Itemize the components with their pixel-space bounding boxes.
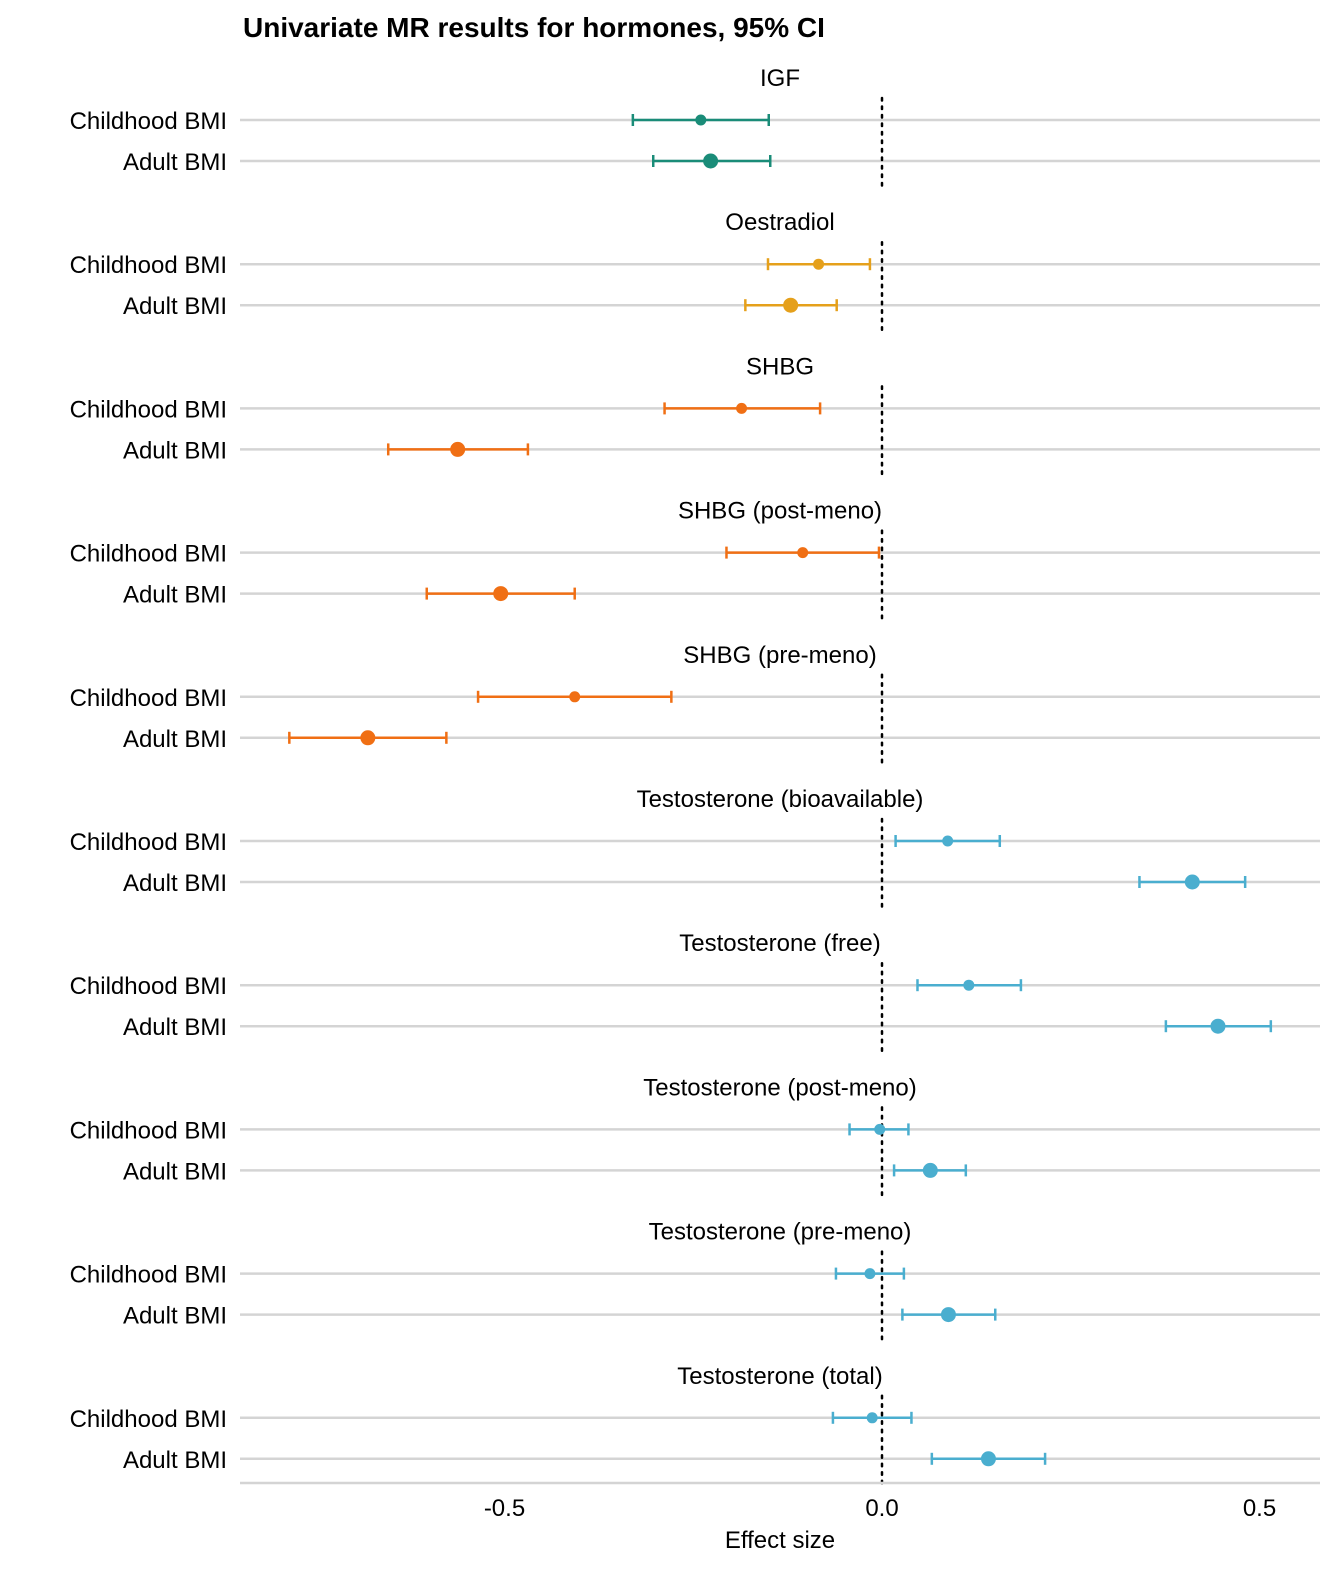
point-estimate	[1210, 1018, 1226, 1034]
row-label: Adult BMI	[123, 1303, 227, 1330]
point-estimate	[493, 586, 509, 602]
facet-title: SHBG (post-meno)	[678, 498, 882, 525]
facet-title: Testosterone (total)	[677, 1363, 882, 1390]
point-estimate	[569, 691, 581, 703]
row-label: Childhood BMI	[70, 108, 227, 135]
facet-3: SHBG Childhood BMI Adult BMI	[70, 353, 1320, 476]
point-estimate	[864, 1268, 876, 1280]
facet-title: Testosterone (pre-meno)	[649, 1219, 912, 1246]
facet-4: SHBG (post-meno) Childhood BMI Adult BMI	[70, 498, 1320, 620]
row-label: Childhood BMI	[70, 1406, 227, 1433]
row-label: Adult BMI	[123, 293, 227, 320]
x-axis: -0.5 0.0 0.5	[240, 1481, 1320, 1522]
row-label: Adult BMI	[123, 870, 227, 897]
point-estimate	[940, 1307, 956, 1323]
row-label: Adult BMI	[123, 437, 227, 464]
facet-9: Testosterone (pre-meno) Childhood BMI Adul…	[70, 1219, 1320, 1341]
facet-title: Testosterone (bioavailable)	[637, 786, 924, 813]
x-axis-label: Effect size	[725, 1527, 835, 1554]
point-estimate	[360, 730, 376, 746]
point-estimate	[963, 979, 975, 991]
point-estimate	[783, 297, 799, 313]
x-tick-label: -0.5	[484, 1495, 525, 1522]
facet-6: Testosterone (bioavailable) Childhood BMI…	[70, 786, 1320, 909]
x-tick-label: 0.0	[865, 1495, 898, 1522]
facet-1: IGF Childhood BMI Adult BMI	[70, 65, 1320, 188]
row-label: Childhood BMI	[70, 396, 227, 423]
row-label: Adult BMI	[123, 1158, 227, 1185]
facet-title: SHBG (pre-meno)	[683, 642, 876, 669]
facet-panels: IGF Childhood BMI Adult BMI Oestradiol Child…	[70, 65, 1320, 1486]
point-estimate	[942, 835, 954, 847]
row-label: Adult BMI	[123, 1014, 227, 1041]
point-estimate	[813, 258, 825, 270]
facet-title: Oestradiol	[725, 209, 834, 236]
point-estimate	[1184, 874, 1200, 890]
facet-8: Testosterone (post-meno) Childhood BMI Adu…	[70, 1074, 1320, 1197]
row-label: Childhood BMI	[70, 973, 227, 1000]
facet-7: Testosterone (free) Childhood BMI Adult BM…	[70, 930, 1320, 1053]
row-label: Adult BMI	[123, 1447, 227, 1474]
point-estimate	[703, 153, 719, 169]
row-label: Childhood BMI	[70, 1117, 227, 1144]
row-label: Childhood BMI	[70, 541, 227, 568]
chart-title: Univariate MR results for hormones, 95% …	[243, 12, 825, 43]
row-label: Childhood BMI	[70, 829, 227, 856]
point-estimate	[695, 114, 707, 126]
point-estimate	[450, 441, 466, 457]
x-tick-label: 0.5	[1243, 1495, 1276, 1522]
facet-5: SHBG (pre-meno) Childhood BMI Adult BMI	[70, 642, 1320, 765]
facet-title: IGF	[760, 65, 800, 92]
facet-title: Testosterone (post-meno)	[643, 1074, 916, 1101]
facet-2: Oestradiol Childhood BMI Adult BMI	[70, 209, 1320, 332]
row-label: Adult BMI	[123, 582, 227, 609]
point-estimate	[736, 402, 748, 414]
point-estimate	[866, 1412, 878, 1424]
row-label: Adult BMI	[123, 149, 227, 176]
point-estimate	[874, 1123, 886, 1135]
point-estimate	[980, 1451, 996, 1467]
row-label: Childhood BMI	[70, 685, 227, 712]
point-estimate	[922, 1162, 938, 1178]
facet-title: SHBG	[746, 353, 814, 380]
row-label: Adult BMI	[123, 726, 227, 753]
facet-title: Testosterone (free)	[679, 930, 880, 957]
row-label: Childhood BMI	[70, 1262, 227, 1289]
point-estimate	[797, 547, 809, 559]
row-label: Childhood BMI	[70, 252, 227, 279]
facet-10: Testosterone (total) Childhood BMI Adult B…	[70, 1363, 1320, 1486]
